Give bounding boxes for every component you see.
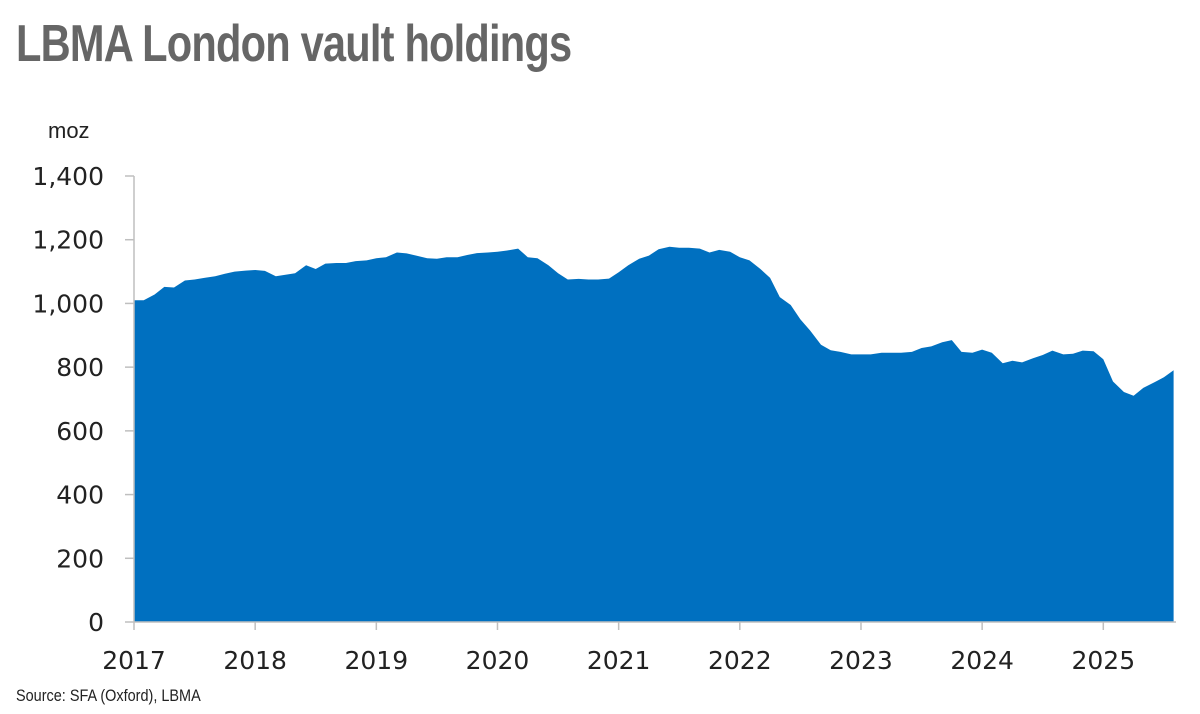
y-tick-labels: 0 200 400 600 800 1,000 1,200 1,400	[32, 162, 104, 637]
x-tick-label: 2018	[223, 646, 287, 675]
y-tick-label: 1,000	[32, 289, 104, 318]
axis-layer	[125, 175, 1176, 630]
x-tick-label: 2020	[466, 646, 530, 675]
y-axis-unit-label: moz	[48, 118, 90, 143]
y-tick-label: 400	[56, 481, 104, 510]
x-tick-label: 2025	[1071, 646, 1135, 675]
x-tick-label: 2023	[829, 646, 893, 675]
y-tick-label: 1,400	[32, 162, 104, 191]
area-layer	[134, 246, 1174, 622]
y-tick-label: 0	[88, 608, 104, 637]
chart-title: LBMA London vault holdings	[16, 15, 572, 73]
x-tick-label: 2017	[102, 646, 166, 675]
x-tick-labels: 2017 2018 2019 2020 2021 2022 2023 2024 2025	[102, 646, 1135, 675]
y-tick-label: 200	[56, 544, 104, 573]
x-tick-label: 2019	[345, 646, 409, 675]
x-tick-label: 2024	[950, 646, 1014, 675]
source-note: Source: SFA (Oxford), LBMA	[16, 686, 201, 705]
x-tick-label: 2021	[587, 646, 651, 675]
x-tick-label: 2022	[708, 646, 772, 675]
y-tick-label: 600	[56, 417, 104, 446]
y-tick-label: 800	[56, 353, 104, 382]
y-tick-label: 1,200	[32, 226, 104, 255]
series-area	[134, 246, 1174, 622]
